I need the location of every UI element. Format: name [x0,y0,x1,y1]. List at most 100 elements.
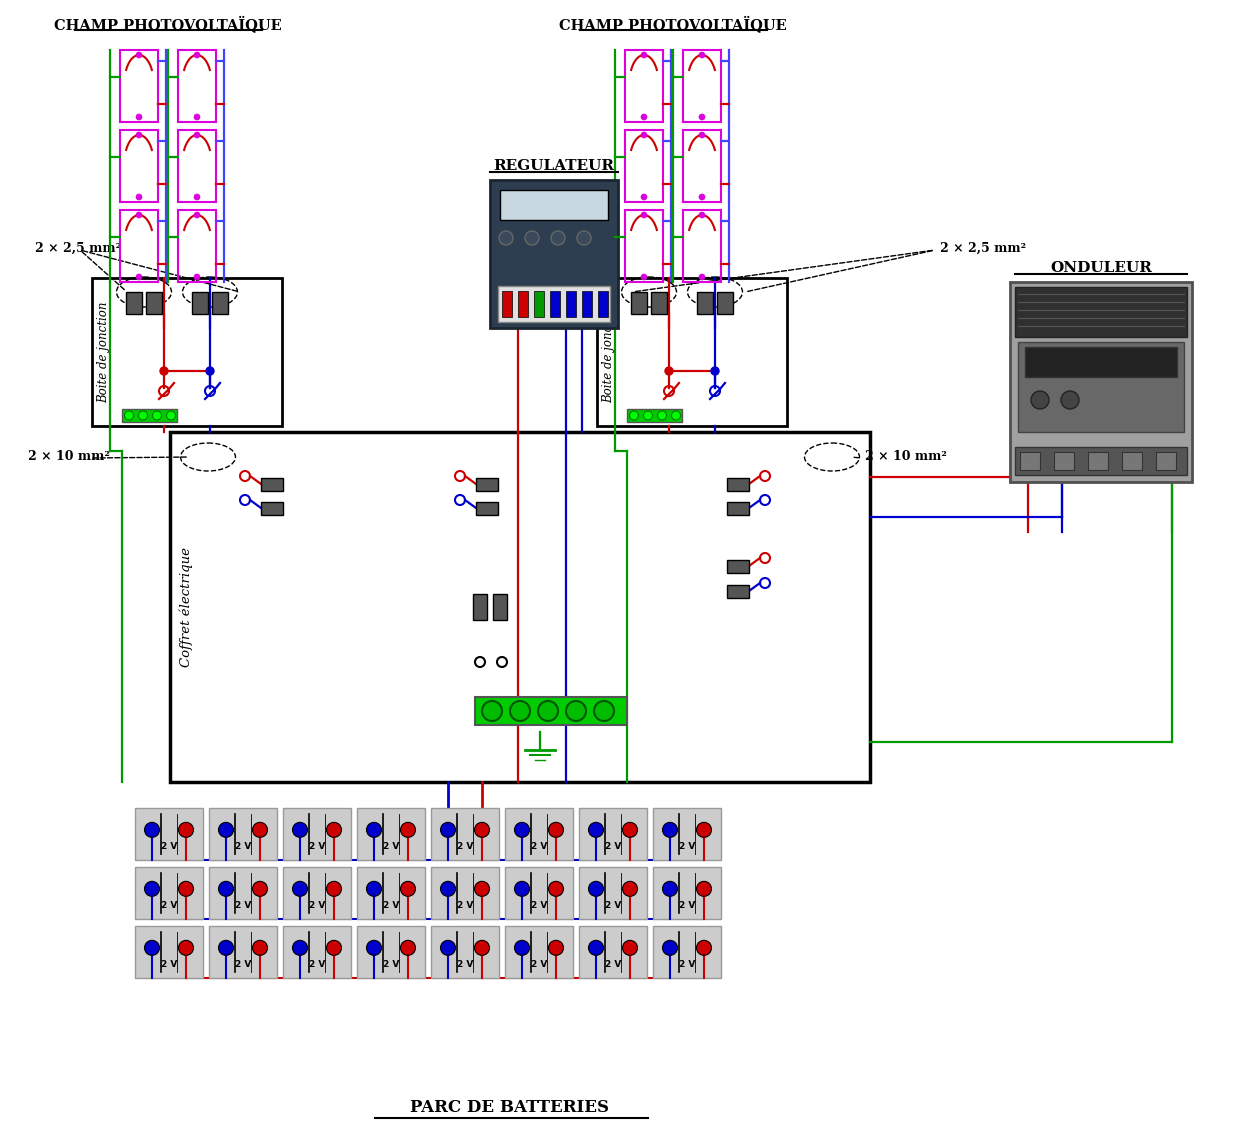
Bar [579,867,647,919]
Bar [683,210,721,282]
Circle shape [138,411,147,420]
Text: CHAMP PHOTOVOLTAÏQUE: CHAMP PHOTOVOLTAÏQUE [54,16,282,32]
Circle shape [136,194,142,200]
Bar [126,292,142,314]
Circle shape [622,940,637,955]
Circle shape [136,212,142,218]
Circle shape [219,940,233,955]
Bar [146,292,162,314]
Circle shape [206,367,214,375]
Bar [475,478,498,491]
Circle shape [589,823,604,837]
Circle shape [125,411,133,420]
Bar [653,808,721,860]
Circle shape [699,212,705,218]
Text: 2 V: 2 V [457,960,473,969]
Bar [178,50,216,122]
Text: REGULATEUR: REGULATEUR [494,159,615,173]
Bar [653,867,721,919]
Bar [505,867,573,919]
Bar [505,926,573,978]
Bar [651,292,667,314]
Circle shape [326,881,342,897]
Circle shape [474,881,489,897]
Bar [582,291,592,317]
Bar [178,210,216,282]
Text: 2 V: 2 V [605,842,621,851]
Circle shape [441,881,456,897]
Circle shape [548,940,563,955]
Circle shape [144,823,159,837]
Circle shape [672,411,680,420]
Circle shape [662,823,678,837]
Bar [653,926,721,978]
Circle shape [252,823,268,837]
Bar [135,808,203,860]
Text: 2 V: 2 V [531,842,547,851]
Bar [579,926,647,978]
Circle shape [699,52,705,58]
Bar [727,585,748,598]
Bar [120,130,158,202]
Bar [1015,288,1187,337]
Circle shape [711,367,719,375]
Circle shape [697,940,711,955]
Bar [1020,452,1040,470]
Bar [683,130,721,202]
Text: 2 V: 2 V [679,960,695,969]
Bar [1025,347,1177,377]
Circle shape [641,212,647,218]
Bar [625,210,663,282]
Circle shape [641,114,647,120]
Circle shape [641,274,647,280]
Circle shape [144,940,159,955]
Circle shape [219,881,233,897]
Circle shape [167,411,175,420]
Bar [135,926,203,978]
Bar [209,808,277,860]
Text: 2 V: 2 V [383,960,399,969]
Text: 2 V: 2 V [605,960,621,969]
Text: Boite de jonction: Boite de jonction [98,301,110,403]
Bar [357,808,425,860]
Text: 2 × 2,5 mm²: 2 × 2,5 mm² [940,242,1026,254]
Text: 2 V: 2 V [679,842,695,851]
Circle shape [699,132,705,138]
Bar [727,560,748,573]
Text: 2 V: 2 V [679,901,695,911]
Circle shape [179,881,194,897]
Circle shape [515,823,530,837]
Bar [550,291,559,317]
Text: 2 V: 2 V [309,901,325,911]
Circle shape [293,881,308,897]
Circle shape [548,823,563,837]
Circle shape [367,881,382,897]
Circle shape [400,881,415,897]
Bar [431,867,499,919]
Circle shape [161,367,168,375]
Circle shape [664,367,673,375]
Bar [475,502,498,515]
Bar [1010,282,1192,482]
Bar [625,130,663,202]
Circle shape [326,823,342,837]
Bar [209,867,277,919]
Bar [597,278,787,426]
Circle shape [194,212,200,218]
Circle shape [699,274,705,280]
Bar [135,867,203,919]
Bar [209,926,277,978]
Bar [1123,452,1142,470]
Circle shape [441,940,456,955]
Bar [697,292,713,314]
Bar [1088,452,1108,470]
Circle shape [152,411,162,420]
Circle shape [474,940,489,955]
Text: 2 V: 2 V [161,960,177,969]
Bar [122,408,177,422]
Bar [631,292,647,314]
Circle shape [525,230,538,245]
Circle shape [179,940,194,955]
Circle shape [400,940,415,955]
Bar [91,278,282,426]
